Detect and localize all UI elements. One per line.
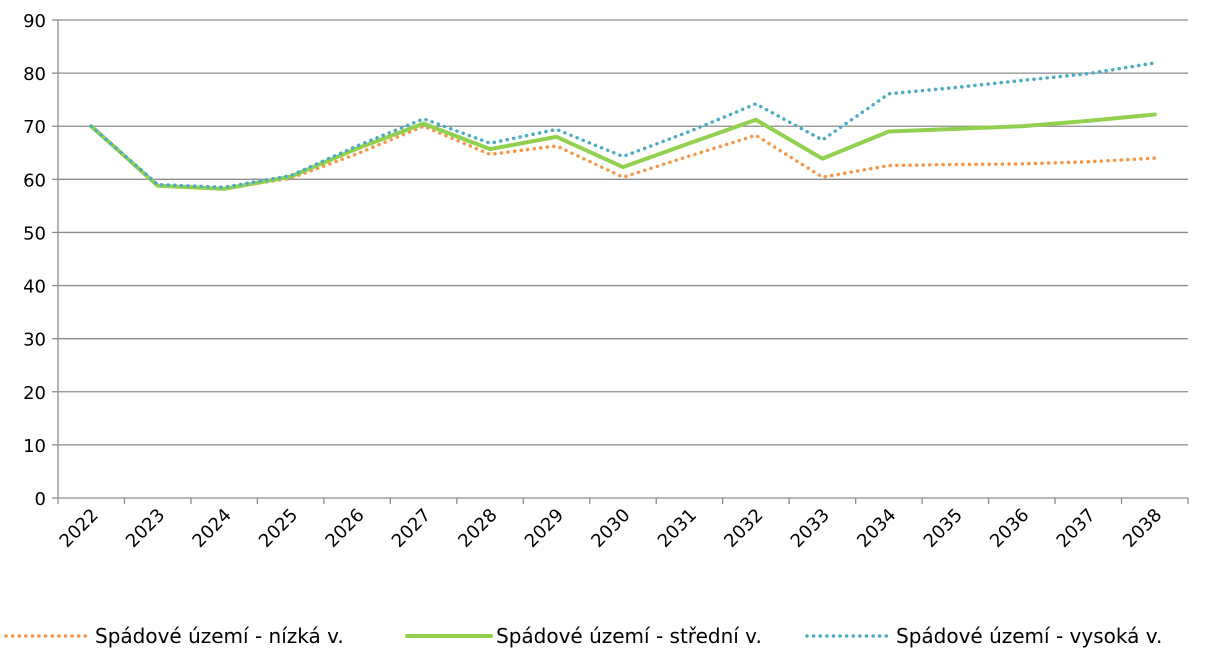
gridlines xyxy=(58,19,1188,446)
data-point xyxy=(490,149,491,150)
x-tick-labels: 2022 2023 2024 2025 2026 2027 2028 2029 2030 2031… xyxy=(56,505,1167,552)
y-tick-label: 80 xyxy=(23,64,46,85)
data-point xyxy=(822,140,823,141)
data-point xyxy=(623,167,624,168)
data-point xyxy=(623,177,624,178)
data-point xyxy=(357,148,358,149)
series-line-1 xyxy=(89,124,1157,191)
x-tick-label: 2029 xyxy=(521,505,568,552)
x-tick-label: 2037 xyxy=(1053,505,1100,552)
series-lines xyxy=(89,61,1157,191)
data-point xyxy=(423,126,424,127)
x-tick-label: 2023 xyxy=(122,505,169,552)
legend: Spádové území - nízká v. Spádové území - … xyxy=(4,624,1162,648)
data-point xyxy=(955,164,956,165)
data-point xyxy=(1021,80,1022,81)
data-point xyxy=(689,131,690,132)
data-point xyxy=(157,184,158,185)
data-point xyxy=(1154,114,1155,115)
data-point xyxy=(1021,163,1022,164)
data-point xyxy=(290,175,291,176)
y-tick-label: 20 xyxy=(23,383,46,404)
axes xyxy=(52,19,1189,504)
data-point xyxy=(91,126,92,127)
x-tick-label: 2022 xyxy=(56,505,103,552)
data-point xyxy=(888,131,889,132)
x-tick-label: 2036 xyxy=(986,505,1033,552)
x-tick-label: 2024 xyxy=(188,505,235,552)
data-point xyxy=(290,176,291,177)
data-point xyxy=(556,136,557,137)
data-point xyxy=(755,119,756,120)
data-point xyxy=(755,135,756,136)
x-tick-label: 2025 xyxy=(255,505,302,552)
data-point xyxy=(1088,73,1089,74)
data-point xyxy=(955,87,956,88)
y-tick-label: 50 xyxy=(23,223,46,244)
data-point xyxy=(556,129,557,130)
x-tick-label: 2031 xyxy=(654,505,701,552)
data-point xyxy=(689,143,690,144)
y-tick-label: 30 xyxy=(23,330,46,351)
y-tick-label: 90 xyxy=(23,11,46,32)
data-point xyxy=(623,156,624,157)
data-point xyxy=(556,145,557,146)
data-point xyxy=(224,188,225,189)
y-tick-label: 70 xyxy=(23,117,46,138)
data-point xyxy=(423,123,424,124)
data-point xyxy=(755,103,756,104)
y-tick-label: 60 xyxy=(23,170,46,191)
series-line-2 xyxy=(89,112,1157,191)
x-tick-label: 2034 xyxy=(853,505,900,552)
x-tick-label: 2032 xyxy=(720,505,767,552)
y-tick-label: 10 xyxy=(23,436,46,457)
y-tick-label: 40 xyxy=(23,277,46,298)
data-point xyxy=(888,93,889,94)
data-point xyxy=(888,165,889,166)
x-tick-label: 2028 xyxy=(454,505,501,552)
data-point xyxy=(822,158,823,159)
data-point xyxy=(224,187,225,188)
data-point xyxy=(357,145,358,146)
data-point xyxy=(1021,126,1022,127)
legend-label: Spádové území - vysoká v. xyxy=(896,624,1162,648)
data-point xyxy=(1154,63,1155,64)
data-point xyxy=(955,128,956,129)
data-point xyxy=(490,143,491,144)
data-point xyxy=(1154,158,1155,159)
data-point xyxy=(822,177,823,178)
x-tick-label: 2027 xyxy=(388,505,435,552)
data-point xyxy=(1088,161,1089,162)
data-point xyxy=(689,155,690,156)
x-tick-label: 2030 xyxy=(587,505,634,552)
data-point xyxy=(490,154,491,155)
x-tick-label: 2035 xyxy=(920,505,967,552)
x-tick-label: 2026 xyxy=(321,505,368,552)
data-point xyxy=(357,153,358,154)
y-tick-labels: 0 10 20 30 40 50 60 70 80 90 xyxy=(23,11,46,510)
data-point xyxy=(1088,120,1089,121)
x-tick-label: 2033 xyxy=(787,505,834,552)
legend-label: Spádové území - střední v. xyxy=(496,624,762,648)
data-point xyxy=(157,185,158,186)
legend-label: Spádové území - nízká v. xyxy=(95,624,344,648)
y-tick-label: 0 xyxy=(35,489,46,510)
data-point xyxy=(423,118,424,119)
x-tick-label: 2038 xyxy=(1119,505,1166,552)
